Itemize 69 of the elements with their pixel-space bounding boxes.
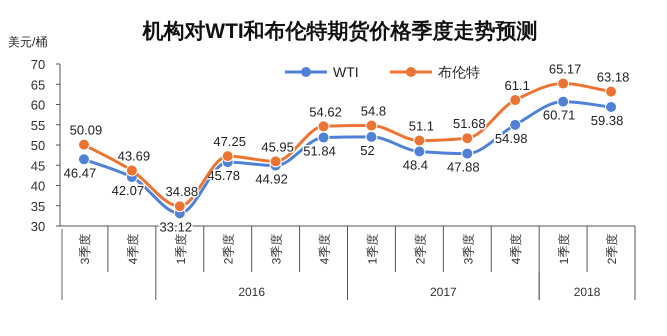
x-tick-label: 3季度 — [270, 234, 284, 264]
point — [461, 132, 474, 144]
data-label: 51.1 — [408, 118, 434, 134]
point — [78, 138, 90, 151]
point — [413, 134, 426, 147]
data-label: 60.71 — [542, 108, 576, 123]
data-label: 47.25 — [213, 134, 246, 150]
legend-label: WTI — [333, 64, 359, 80]
x-tick-label: 1季度 — [365, 234, 380, 264]
point — [365, 120, 378, 132]
point — [126, 164, 138, 177]
data-label: 44.92 — [255, 172, 288, 187]
point — [509, 94, 522, 106]
data-label: 51.84 — [303, 144, 336, 159]
y-axis-title: 美元/桶 — [8, 35, 48, 49]
y-tick-label: 40 — [30, 178, 46, 194]
x-tick-label: 3季度 — [78, 234, 92, 264]
x-tick-label: 3季度 — [461, 234, 476, 264]
y-tick-label: 30 — [30, 219, 46, 234]
text: 2018 — [574, 285, 601, 299]
data-label: 54.62 — [309, 104, 342, 120]
x-tick-label: 1季度 — [557, 234, 572, 264]
legend-label: 布伦特 — [438, 64, 480, 80]
y-tick-label: 45 — [30, 158, 46, 174]
y-tick-label: 35 — [30, 198, 46, 214]
x-tick-label: 2季度 — [222, 234, 236, 264]
x-tick-label: 4季度 — [509, 234, 524, 264]
y-tick-label: 70 — [30, 57, 46, 72]
data-label: 43.69 — [118, 148, 150, 164]
text: 2016 — [238, 285, 266, 299]
y-tick-label: 65 — [30, 77, 46, 92]
point — [557, 96, 570, 108]
data-label: 54.98 — [494, 130, 528, 146]
x-tick-label: 2季度 — [605, 234, 620, 264]
y-tick-label: 55 — [30, 118, 46, 133]
data-label: 52 — [360, 142, 375, 158]
point — [318, 120, 330, 132]
point — [318, 132, 330, 144]
y-tick-label: 60 — [30, 98, 46, 112]
data-label: 65.17 — [548, 62, 582, 77]
data-label: 61.1 — [504, 78, 530, 94]
point — [174, 200, 186, 212]
point — [605, 86, 618, 98]
x-tick-label: 4季度 — [318, 234, 332, 264]
data-label: 47.88 — [447, 160, 480, 175]
data-label: 42.07 — [112, 183, 144, 198]
chart-title: 机构对WTI和布伦特期货价格季度走势预测 — [141, 19, 538, 43]
point — [78, 153, 90, 166]
data-label: 54.8 — [360, 104, 386, 119]
point — [365, 130, 378, 143]
x-tick-label: 4季度 — [126, 234, 140, 264]
point — [509, 118, 522, 131]
data-label: 63.18 — [596, 70, 630, 85]
point — [461, 148, 474, 160]
x-tick-label: 2季度 — [413, 234, 428, 264]
data-label: 51.68 — [453, 116, 486, 132]
data-label: 48.4 — [402, 157, 428, 172]
point — [557, 78, 570, 90]
x-tick-label: 1季度 — [174, 234, 188, 264]
point — [605, 101, 618, 114]
data-label: 50.09 — [70, 122, 102, 138]
point — [222, 150, 234, 162]
point — [413, 145, 426, 158]
point — [270, 155, 282, 168]
data-label: 45.95 — [261, 139, 294, 154]
text: 2017 — [430, 285, 458, 299]
data-label: 46.47 — [64, 165, 96, 180]
y-tick-label: 50 — [30, 138, 46, 153]
data-label: 59.38 — [590, 113, 624, 128]
